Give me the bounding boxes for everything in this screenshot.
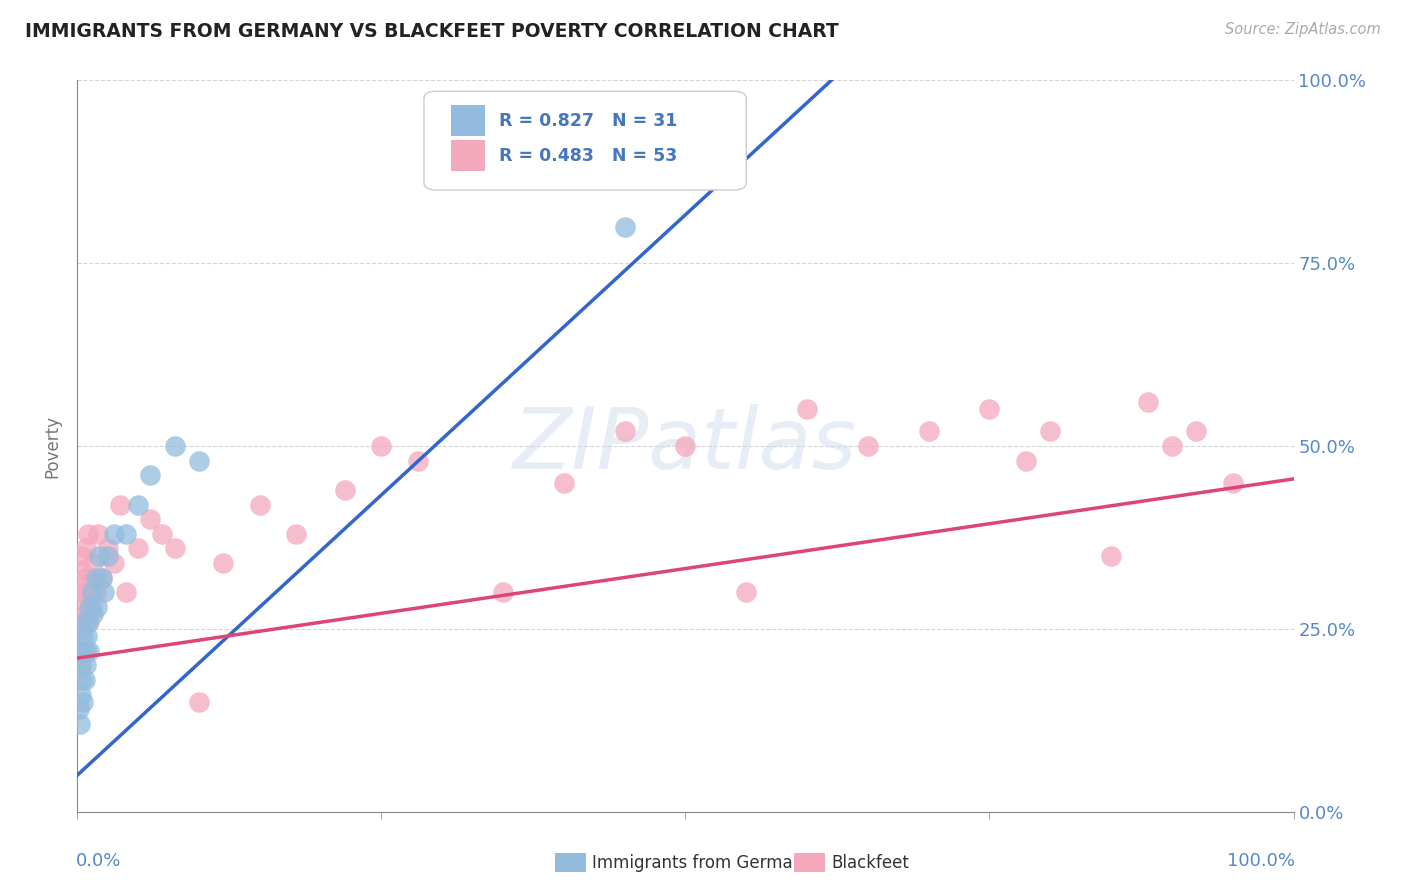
Point (979, 402, 1001, 417)
Point (212, 556, 235, 570)
Point (87, 526, 110, 541)
Text: Immigrants from Germany: Immigrants from Germany (592, 854, 813, 871)
Point (70, 688, 93, 702)
Point (69, 585, 91, 599)
Point (93, 585, 115, 599)
Point (70, 599, 93, 614)
Point (86, 599, 108, 614)
Point (139, 512, 162, 526)
Point (75, 541, 97, 556)
Text: ZIPatlas: ZIPatlas (513, 404, 858, 488)
Point (188, 695, 211, 709)
Point (70, 622, 93, 636)
Point (115, 585, 138, 599)
Point (97, 549, 120, 563)
Point (75, 658, 97, 673)
Point (856, 439, 879, 453)
Point (72, 585, 94, 599)
Point (70, 644, 93, 658)
Point (70, 673, 93, 687)
Point (613, 425, 636, 439)
Point (72, 644, 94, 658)
Point (76, 629, 98, 643)
Point (163, 439, 186, 453)
Point (72, 695, 94, 709)
Point (80, 585, 103, 599)
Point (73, 571, 96, 585)
Point (127, 541, 149, 556)
Point (1161, 439, 1184, 453)
Point (79, 615, 101, 629)
Point (139, 468, 162, 483)
Point (127, 498, 149, 512)
Point (70, 549, 93, 563)
Point (115, 526, 138, 541)
Point (80, 599, 103, 614)
Point (76, 585, 98, 599)
Point (73, 615, 96, 629)
Point (249, 498, 271, 512)
Point (1185, 425, 1208, 439)
Point (188, 453, 211, 467)
Point (72, 629, 94, 643)
Point (1015, 453, 1038, 467)
Point (1039, 425, 1062, 439)
Point (67, 644, 90, 658)
Point (103, 556, 125, 570)
Point (73, 673, 96, 687)
Point (97, 541, 120, 556)
Point (84, 571, 107, 585)
Text: R = 0.827   N = 31: R = 0.827 N = 31 (499, 112, 678, 129)
Point (370, 439, 392, 453)
Point (675, 439, 697, 453)
Y-axis label: Poverty: Poverty (44, 415, 62, 477)
Point (492, 585, 515, 599)
Bar (451, 105, 485, 136)
Point (103, 526, 125, 541)
Point (553, 475, 575, 490)
Point (89, 549, 111, 563)
Point (79, 644, 101, 658)
Point (84, 585, 107, 599)
Point (1099, 549, 1122, 563)
Point (70, 658, 93, 673)
Point (90, 571, 112, 585)
Text: R = 0.483   N = 53: R = 0.483 N = 53 (499, 146, 678, 165)
Point (79, 599, 101, 614)
Point (77, 615, 100, 629)
Point (108, 498, 131, 512)
Point (80, 571, 103, 585)
Bar (451, 140, 485, 171)
Point (152, 526, 174, 541)
Text: 100.0%: 100.0% (1227, 852, 1295, 870)
Point (1136, 395, 1159, 409)
Point (69, 717, 91, 731)
Point (1222, 475, 1244, 490)
Point (333, 483, 356, 497)
Point (90, 571, 112, 585)
Point (67, 615, 90, 629)
Point (77, 526, 100, 541)
Point (918, 425, 941, 439)
Point (67, 702, 90, 716)
Text: Blackfeet: Blackfeet (831, 854, 908, 871)
Text: 0.0%: 0.0% (76, 852, 121, 870)
FancyBboxPatch shape (425, 91, 747, 190)
Point (285, 526, 308, 541)
Point (75, 644, 97, 658)
Point (70, 563, 93, 577)
Point (406, 453, 429, 467)
Point (613, 219, 636, 234)
Point (735, 585, 758, 599)
Point (69, 658, 91, 673)
Point (796, 402, 818, 417)
Point (82, 607, 104, 622)
Point (82, 556, 104, 570)
Text: Source: ZipAtlas.com: Source: ZipAtlas.com (1225, 22, 1381, 37)
Point (163, 541, 186, 556)
Point (75, 607, 97, 622)
Text: IMMIGRANTS FROM GERMANY VS BLACKFEET POVERTY CORRELATION CHART: IMMIGRANTS FROM GERMANY VS BLACKFEET POV… (25, 22, 839, 41)
